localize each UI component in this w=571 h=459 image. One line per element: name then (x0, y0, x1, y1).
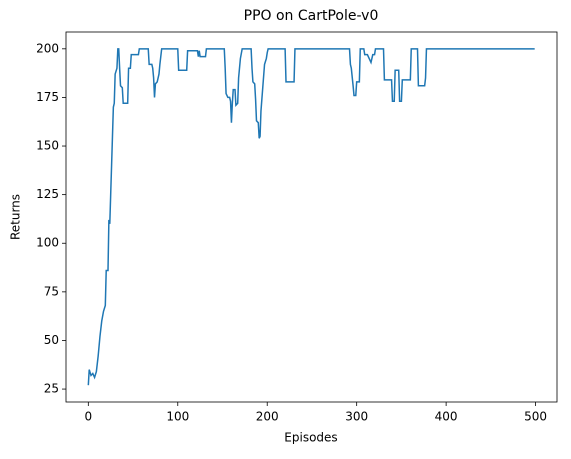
x-tick-label: 500 (524, 410, 547, 424)
line (87, 48, 535, 386)
y-tick-label: 25 (44, 382, 59, 396)
y-tick-label: 150 (36, 139, 59, 153)
y-tick-label: 200 (36, 41, 59, 55)
x-tick-label: 0 (84, 410, 92, 424)
x-tick-label: 100 (166, 410, 189, 424)
axes-frame (65, 31, 558, 403)
y-tick-label: 75 (44, 284, 59, 298)
y-tick-label: 175 (36, 90, 59, 104)
x-axis-label: Episodes (284, 431, 337, 445)
x-tick-label: 300 (345, 410, 368, 424)
y-axis-label: Returns (9, 194, 23, 240)
y-tick-label: 50 (44, 333, 59, 347)
x-tick-label: 400 (435, 410, 458, 424)
x-tick-label: 200 (256, 410, 279, 424)
y-tick-label: 125 (36, 187, 59, 201)
chart-title: PPO on CartPole-v0 (244, 8, 379, 24)
y-tick-label: 100 (36, 236, 59, 250)
